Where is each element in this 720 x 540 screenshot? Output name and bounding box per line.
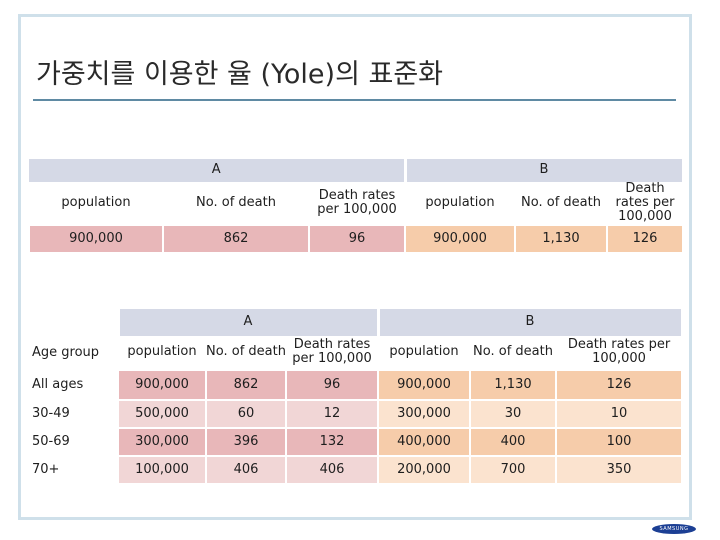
- table-cell: 126: [605, 223, 685, 254]
- col-deaths-a: No. of death: [206, 335, 286, 370]
- col-deaths-a: No. of death: [163, 181, 309, 225]
- table-cell: 900,000: [404, 223, 516, 254]
- table-cell: 96: [285, 368, 379, 401]
- table-cell: 396: [205, 426, 287, 457]
- col-rate-a: Death rates per 100,000: [286, 335, 378, 370]
- table-cell: 10: [554, 398, 684, 429]
- table-cell: 862: [162, 223, 310, 254]
- col-deaths-b: No. of death: [470, 335, 556, 370]
- summary-table: A B population No. of death Death rates …: [28, 156, 685, 254]
- col-age-group: Age group: [30, 335, 118, 370]
- table-cell: 900,000: [117, 368, 207, 401]
- table-cell: 200,000: [377, 454, 471, 485]
- table-row: 30-49 500,000 60 12 300,000 30 10: [30, 398, 684, 429]
- table-cell: 400,000: [377, 426, 471, 457]
- col-rate-b: Death rates per 100,000: [556, 335, 683, 370]
- table-cell: 60: [205, 398, 287, 429]
- table-cell: 100: [554, 426, 684, 457]
- table-cell: 1,130: [469, 368, 557, 401]
- group-b-header: B: [403, 156, 685, 182]
- title-divider: [33, 99, 676, 101]
- table-cell: 862: [205, 368, 287, 401]
- table-cell: 400: [469, 426, 557, 457]
- table-row: All ages 900,000 862 96 900,000 1,130 12…: [30, 368, 684, 401]
- age-group-label: All ages: [30, 369, 118, 400]
- table-row: 900,000 862 96 900,000 1,130 126: [28, 223, 685, 254]
- table-cell: 406: [285, 454, 379, 485]
- table-cell: 12: [285, 398, 379, 429]
- age-group-label: 30-49: [30, 399, 118, 428]
- page-title: 가중치를 이용한 율 (Yole)의 표준화: [36, 59, 444, 90]
- group-b-header: B: [376, 306, 684, 336]
- age-group-label: 50-69: [30, 427, 118, 456]
- table-cell: 300,000: [117, 426, 207, 457]
- age-group-label: 70+: [30, 455, 118, 484]
- table-row: 70+ 100,000 406 406 200,000 700 350: [30, 454, 684, 485]
- col-population-b: population: [378, 335, 470, 370]
- col-population-b: population: [405, 181, 515, 225]
- samsung-logo: SAMSUNG: [652, 524, 696, 538]
- col-deaths-b: No. of death: [515, 181, 607, 225]
- group-a-header: A: [29, 156, 407, 182]
- table-cell: 126: [554, 368, 684, 401]
- col-rate-b: Death rates per 100,000: [607, 181, 684, 225]
- table-cell: 1,130: [514, 223, 608, 254]
- table-cell: 900,000: [377, 368, 471, 401]
- col-population-a: population: [29, 181, 163, 225]
- age-group-table: A B Age group population No. of death De…: [30, 306, 684, 485]
- table-cell: 30: [469, 398, 557, 429]
- table-cell: 96: [308, 223, 406, 254]
- table-cell: 300,000: [377, 398, 471, 429]
- col-rate-a: Death rates per 100,000: [309, 181, 405, 225]
- table-cell: 350: [554, 454, 684, 485]
- table-row: 50-69 300,000 396 132 400,000 400 100: [30, 426, 684, 457]
- table-cell: 900,000: [28, 223, 164, 254]
- group-a-header: A: [116, 306, 380, 336]
- table-cell: 132: [285, 426, 379, 457]
- table-cell: 406: [205, 454, 287, 485]
- table-cell: 500,000: [117, 398, 207, 429]
- table-cell: 700: [469, 454, 557, 485]
- table-cell: 100,000: [117, 454, 207, 485]
- logo-oval: SAMSUNG: [652, 524, 696, 534]
- col-population-a: population: [118, 335, 206, 370]
